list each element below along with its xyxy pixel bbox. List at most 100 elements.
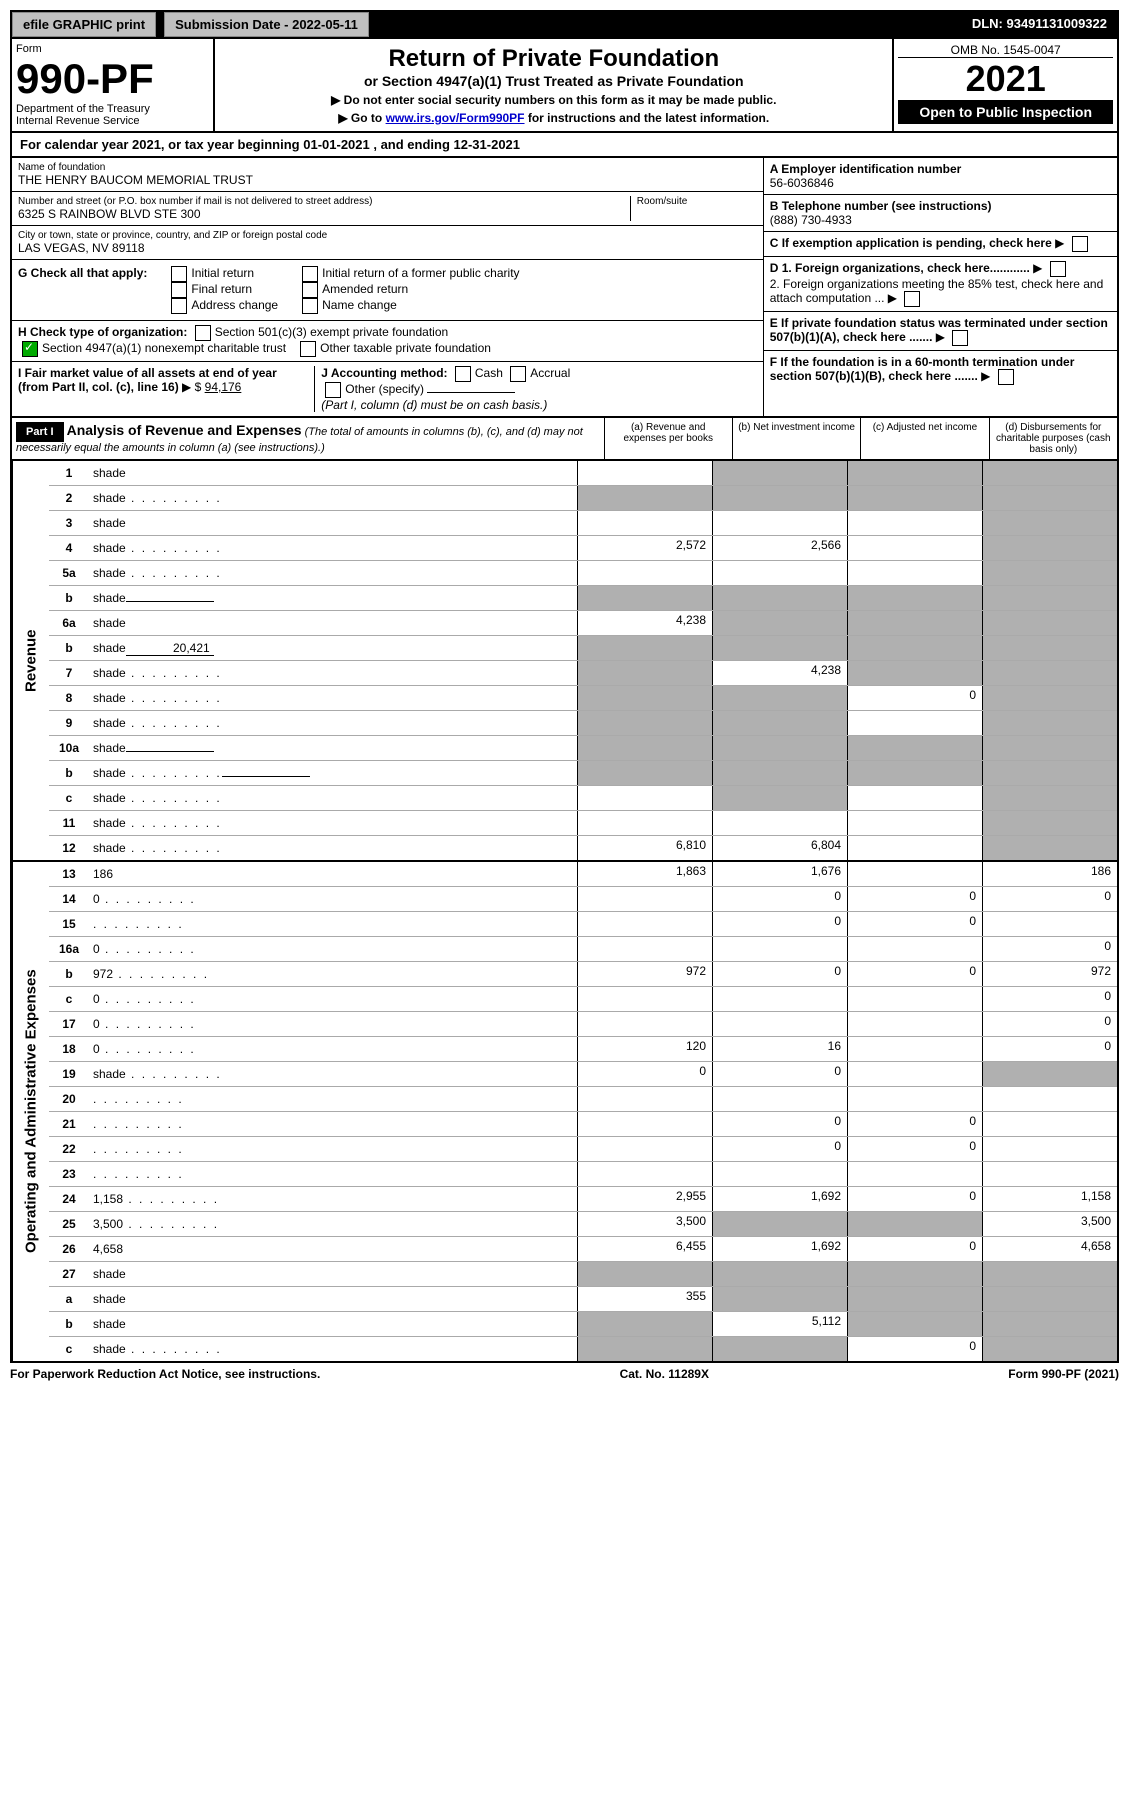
cell-a xyxy=(577,937,712,961)
cell-b xyxy=(712,636,847,660)
cell-b: 0 xyxy=(712,1112,847,1136)
part1-title: Analysis of Revenue and Expenses xyxy=(67,422,302,438)
name-change-checkbox[interactable] xyxy=(302,298,318,314)
revenue-section: Revenue 1shade2shade3shade4shade2,5722,5… xyxy=(10,461,1119,862)
cell-d xyxy=(982,1337,1117,1361)
cell-b xyxy=(712,1212,847,1236)
table-row: 131861,8631,676186 xyxy=(49,862,1117,887)
row-number: b xyxy=(49,1315,89,1333)
cell-a xyxy=(577,887,712,911)
cell-a: 1,863 xyxy=(577,862,712,886)
row-number: b xyxy=(49,639,89,657)
row-description: shade xyxy=(89,514,577,532)
cell-b xyxy=(712,1287,847,1311)
row-description: 0 xyxy=(89,890,577,908)
row-description xyxy=(89,1115,577,1133)
row-description: shade xyxy=(89,489,577,507)
cell-c xyxy=(847,937,982,961)
foundation-name: THE HENRY BAUCOM MEMORIAL TRUST xyxy=(18,173,757,187)
city-label: City or town, state or province, country… xyxy=(18,230,757,241)
cell-c xyxy=(847,736,982,760)
cell-d: 1,158 xyxy=(982,1187,1117,1211)
h-other-checkbox[interactable] xyxy=(300,341,316,357)
part1-badge: Part I xyxy=(16,422,64,442)
cell-d xyxy=(982,636,1117,660)
d2-checkbox[interactable] xyxy=(904,291,920,307)
cell-d xyxy=(982,1062,1117,1086)
table-row: 1700 xyxy=(49,1012,1117,1037)
cell-b xyxy=(712,937,847,961)
table-row: bshade xyxy=(49,586,1117,611)
inline-amount xyxy=(222,776,310,777)
cell-b xyxy=(712,1087,847,1111)
efile-button[interactable]: efile GRAPHIC print xyxy=(12,12,156,37)
cell-d xyxy=(982,811,1117,835)
e-checkbox[interactable] xyxy=(952,330,968,346)
cell-d: 0 xyxy=(982,887,1117,911)
phone: (888) 730-4933 xyxy=(770,213,852,227)
cell-c: 0 xyxy=(847,962,982,986)
table-row: 20 xyxy=(49,1087,1117,1112)
instr-ssn: ▶ Do not enter social security numbers o… xyxy=(221,93,886,107)
h-4947-checkbox[interactable] xyxy=(22,341,38,357)
row-number: 1 xyxy=(49,464,89,482)
amended-return-checkbox[interactable] xyxy=(302,282,318,298)
cell-a: 4,238 xyxy=(577,611,712,635)
j-accrual-checkbox[interactable] xyxy=(510,366,526,382)
row-number: 10a xyxy=(49,739,89,757)
row-description xyxy=(89,915,577,933)
row-number: a xyxy=(49,1290,89,1308)
cell-a: 6,810 xyxy=(577,836,712,860)
form-label: Form xyxy=(16,43,209,55)
cell-d xyxy=(982,1087,1117,1111)
cell-d: 0 xyxy=(982,937,1117,961)
row-number: b xyxy=(49,965,89,983)
cell-b xyxy=(712,761,847,785)
footer-right: Form 990-PF (2021) xyxy=(1008,1367,1119,1381)
cell-c xyxy=(847,1087,982,1111)
cell-a xyxy=(577,511,712,535)
row-description: shade xyxy=(89,739,577,757)
footer-left: For Paperwork Reduction Act Notice, see … xyxy=(10,1367,320,1381)
cell-b: 0 xyxy=(712,1137,847,1161)
row-description: shade xyxy=(89,789,577,807)
goto-link[interactable]: www.irs.gov/Form990PF xyxy=(386,111,525,125)
cell-d xyxy=(982,1137,1117,1161)
cell-c xyxy=(847,862,982,886)
j-other-checkbox[interactable] xyxy=(325,382,341,398)
cell-a: 120 xyxy=(577,1037,712,1061)
row-description xyxy=(89,1165,577,1183)
cell-b: 4,238 xyxy=(712,661,847,685)
row-description: 186 xyxy=(89,865,577,883)
table-row: 180120160 xyxy=(49,1037,1117,1062)
cell-a xyxy=(577,736,712,760)
cell-a xyxy=(577,461,712,485)
cell-b: 6,804 xyxy=(712,836,847,860)
cell-a xyxy=(577,786,712,810)
final-return-checkbox[interactable] xyxy=(171,282,187,298)
f-checkbox[interactable] xyxy=(998,369,1014,385)
h-501c3-checkbox[interactable] xyxy=(195,325,211,341)
ein: 56-6036846 xyxy=(770,176,834,190)
address-change-checkbox[interactable] xyxy=(171,298,187,314)
table-row: 19shade00 xyxy=(49,1062,1117,1087)
form-number: 990-PF xyxy=(16,55,209,103)
row-description: 3,500 xyxy=(89,1215,577,1233)
name-label: Name of foundation xyxy=(18,162,757,173)
row-number: 19 xyxy=(49,1065,89,1083)
cell-a xyxy=(577,486,712,510)
initial-former-checkbox[interactable] xyxy=(302,266,318,282)
omb-number: OMB No. 1545-0047 xyxy=(898,43,1113,58)
row-description: shade xyxy=(89,464,577,482)
dln: DLN: 93491131009322 xyxy=(962,12,1117,37)
initial-return-checkbox[interactable] xyxy=(171,266,187,282)
d1-checkbox[interactable] xyxy=(1050,261,1066,277)
j-cash-checkbox[interactable] xyxy=(455,366,471,382)
cell-a xyxy=(577,711,712,735)
table-row: 2shade xyxy=(49,486,1117,511)
cell-a xyxy=(577,661,712,685)
c-checkbox[interactable] xyxy=(1072,236,1088,252)
a-label: A Employer identification number xyxy=(770,162,962,176)
cell-b xyxy=(712,1162,847,1186)
row-number: 4 xyxy=(49,539,89,557)
